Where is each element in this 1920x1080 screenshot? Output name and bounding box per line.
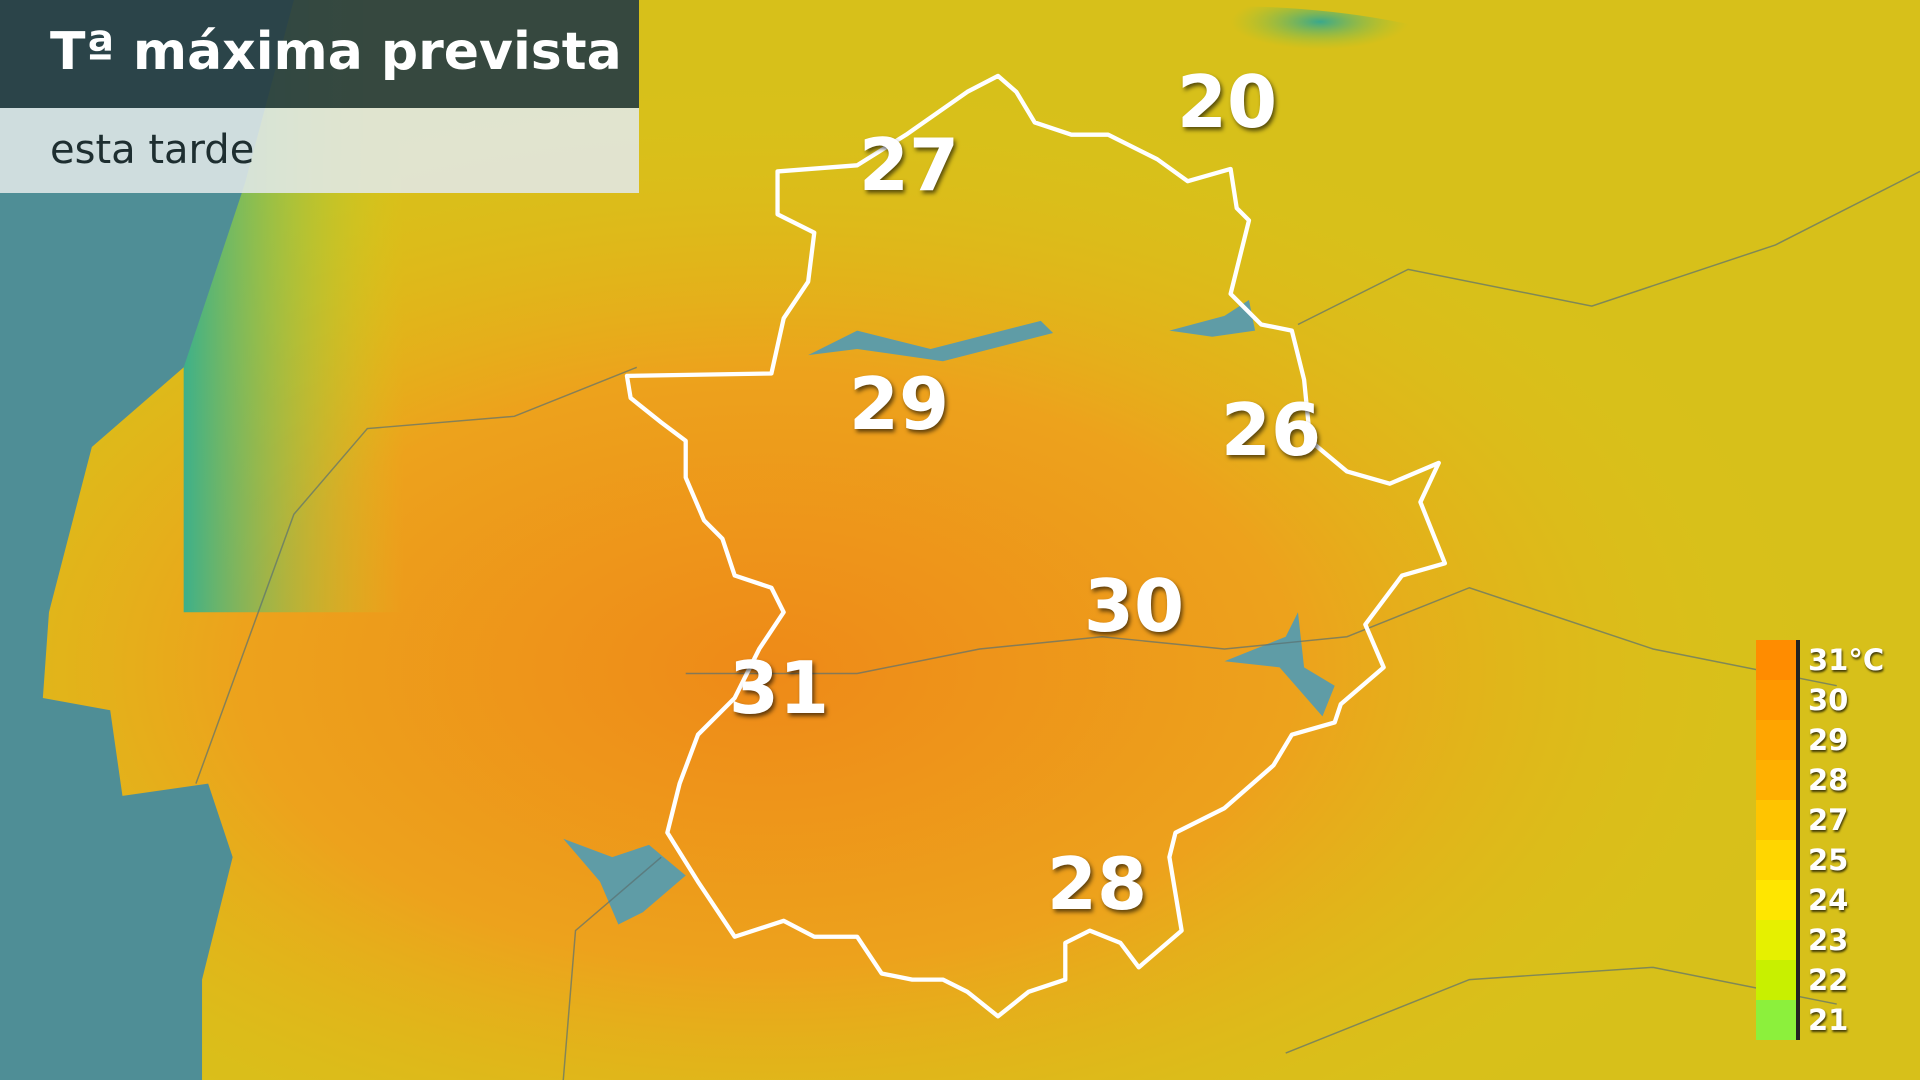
legend-label: 30 [1808, 683, 1849, 717]
temperature-label: 27 [858, 123, 960, 207]
legend-label: 21 [1808, 1003, 1849, 1037]
legend-band [1756, 800, 1796, 840]
subtitle-banner: esta tarde [0, 108, 639, 193]
legend-label: 27 [1808, 803, 1849, 837]
temperature-label: 26 [1220, 388, 1322, 472]
legend-label: 23 [1808, 923, 1849, 957]
temperature-label: 28 [1046, 842, 1148, 926]
legend-band [1756, 680, 1796, 720]
title-banner: Tª máxima prevista [0, 0, 639, 108]
legend-label: 22 [1808, 963, 1849, 997]
region-boundary [624, 73, 1448, 1019]
legend-band [1756, 920, 1796, 960]
legend-label: 29 [1808, 723, 1849, 757]
reservoirs [563, 300, 1335, 925]
temperature-label: 29 [848, 362, 950, 446]
legend-band [1756, 960, 1796, 1000]
legend-band [1756, 760, 1796, 800]
legend-label: 31°C [1808, 643, 1885, 677]
temperature-label: 31 [728, 646, 830, 730]
legend-label: 25 [1808, 843, 1849, 877]
map-subtitle: esta tarde [50, 127, 255, 173]
legend-label: 28 [1808, 763, 1849, 797]
legend-band [1756, 840, 1796, 880]
legend-band [1756, 1000, 1796, 1040]
legend-band [1756, 720, 1796, 760]
legend-band [1756, 640, 1796, 680]
temperature-label: 20 [1176, 60, 1278, 144]
sea [0, 0, 294, 1080]
legend-band [1756, 880, 1796, 920]
temperature-label: 30 [1083, 564, 1185, 648]
map-title: Tª máxima prevista [50, 22, 622, 82]
legend-label: 24 [1808, 883, 1849, 917]
rivers [195, 170, 1920, 1080]
color-legend [1756, 640, 1800, 1040]
